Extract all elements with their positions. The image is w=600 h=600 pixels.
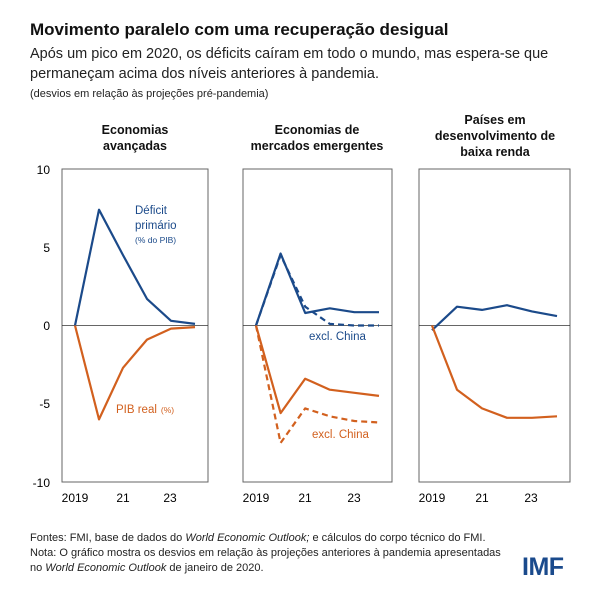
deficit-excl-china-series-line bbox=[254, 254, 379, 327]
x-tick-label: 2019 bbox=[243, 491, 270, 505]
gdp-label: PIB real bbox=[116, 404, 157, 416]
x-tick-label: 21 bbox=[475, 491, 489, 505]
x-tick-label: 2019 bbox=[62, 491, 89, 505]
excl-china-gdp-label: excl. China bbox=[312, 429, 369, 441]
note-text: Nota: O gráfico mostra os desvios em rel… bbox=[30, 547, 501, 574]
panel-title-emerging: Economias de mercados emergentes bbox=[237, 122, 397, 154]
deficit-series-line bbox=[431, 304, 558, 332]
gdp-series-line bbox=[254, 325, 380, 415]
deficit-label: Déficit bbox=[135, 205, 168, 217]
gdp-series-line bbox=[430, 325, 558, 419]
imf-logo: IMF bbox=[522, 553, 564, 581]
panel-title-advanced: Economias avançadas bbox=[75, 122, 195, 154]
note-line: Nota: O gráfico mostra os desvios em rel… bbox=[30, 546, 505, 576]
panel-title-line: Economias bbox=[101, 123, 169, 137]
y-tick-label: 10 bbox=[37, 163, 51, 177]
note-text: de janeiro de 2020. bbox=[166, 562, 264, 574]
sources-text: e cálculos do corpo técnico do FMI. bbox=[309, 532, 486, 544]
sources-line: Fontes: FMI, base de dados do World Econ… bbox=[30, 531, 505, 546]
x-tick-label: 23 bbox=[347, 491, 361, 505]
deficit-series-line bbox=[73, 208, 196, 326]
panel-title-line: baixa renda bbox=[460, 145, 530, 159]
gdp-series-line bbox=[73, 325, 196, 421]
y-tick-label: -5 bbox=[39, 397, 50, 411]
chart-title: Movimento paralelo com uma recuperação d… bbox=[30, 20, 449, 39]
gdp-label-group: PIB real (%) bbox=[116, 404, 174, 416]
x-tick-label: 21 bbox=[298, 491, 312, 505]
sources-weo: World Economic Outlook; bbox=[185, 532, 310, 544]
y-tick-label: 5 bbox=[43, 241, 50, 255]
deficit-unit-label: (% do PIB) bbox=[135, 235, 176, 245]
panel-title-line: Países em bbox=[464, 113, 526, 127]
panel-title-line: Economias de bbox=[274, 123, 360, 137]
x-tick-label: 23 bbox=[163, 491, 177, 505]
sources-text: Fontes: FMI, base de dados do bbox=[30, 532, 186, 544]
deficit-series-line bbox=[254, 252, 379, 326]
x-tick-label: 23 bbox=[524, 491, 538, 505]
y-tick-label: 0 bbox=[43, 319, 50, 333]
x-tick-label: 2019 bbox=[419, 491, 446, 505]
deficit-label: primário bbox=[135, 220, 177, 232]
excl-china-deficit-label: excl. China bbox=[309, 331, 366, 343]
panel-title-line: desenvolvimento de bbox=[434, 129, 556, 143]
gdp-unit-label: (%) bbox=[161, 405, 174, 415]
note-weo: World Economic Outlook bbox=[45, 562, 167, 574]
footnotes: Fontes: FMI, base de dados do World Econ… bbox=[30, 531, 505, 576]
panel-title-low-income: Países em desenvolvimento de baixa renda bbox=[420, 112, 570, 160]
units-note: (desvios em relação às projeções pré-pan… bbox=[30, 88, 269, 100]
panel-title-line: mercados emergentes bbox=[250, 139, 384, 153]
y-tick-label: -10 bbox=[33, 476, 51, 490]
x-tick-label: 21 bbox=[116, 491, 130, 505]
gdp-excl-china-series-line bbox=[254, 325, 380, 444]
panel-title-line: avançadas bbox=[103, 139, 167, 153]
chart-subtitle: Após um pico em 2020, os déficits caíram… bbox=[30, 46, 549, 82]
